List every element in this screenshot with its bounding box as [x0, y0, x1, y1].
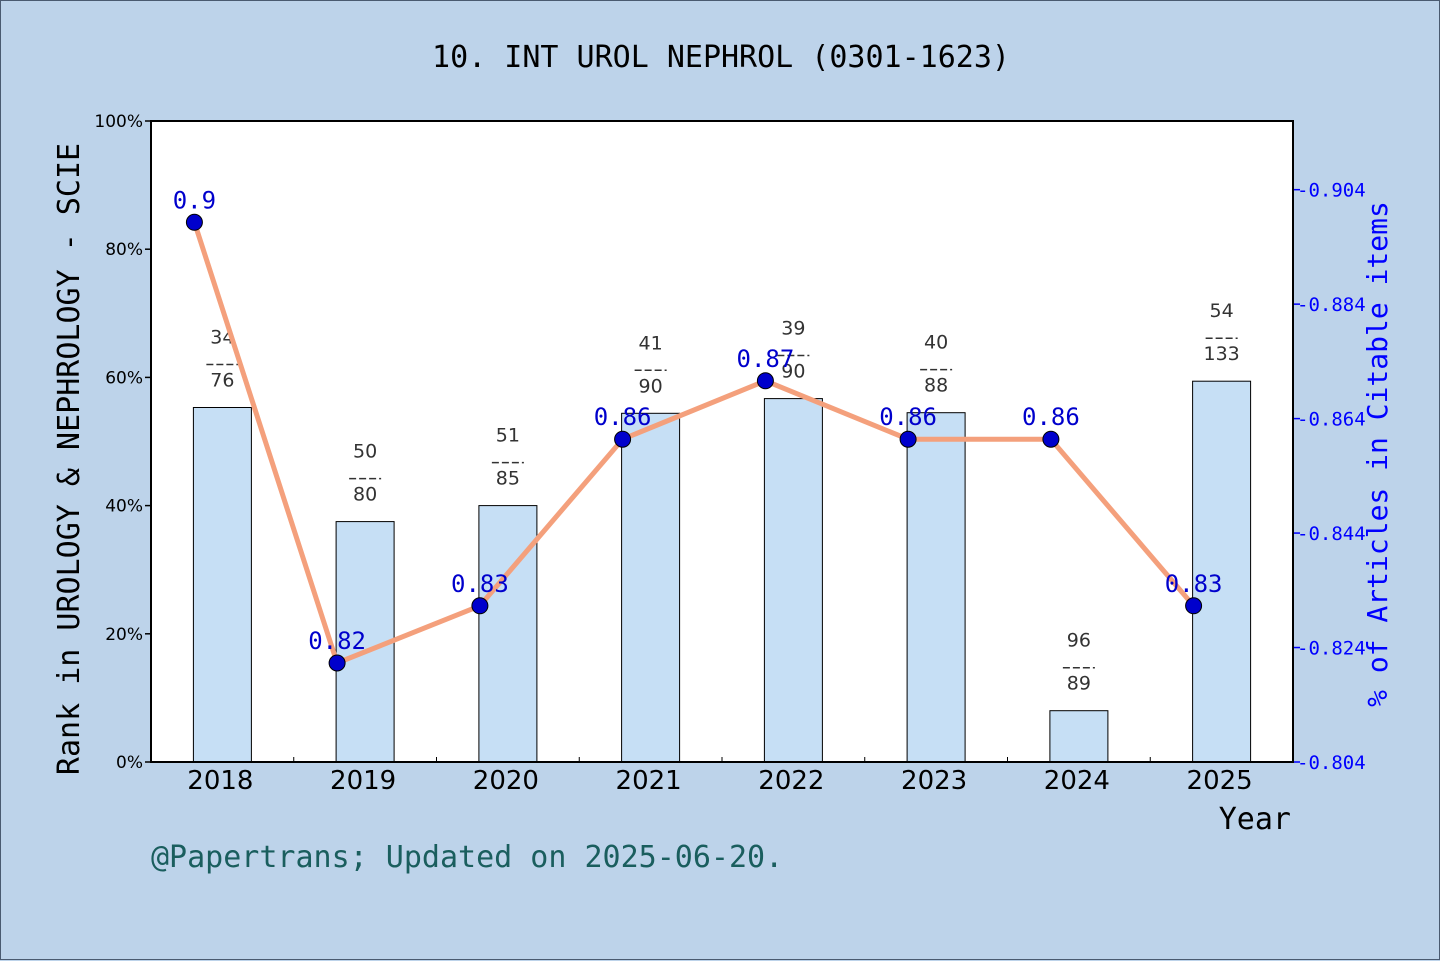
y-tick-label: 80%: [105, 240, 143, 260]
line-value-label: 0.83: [1165, 570, 1223, 598]
line-point-2024: [1042, 430, 1060, 448]
y2-tick-label: -0.904: [1297, 180, 1366, 202]
x-axis-label: Year: [1219, 802, 1291, 837]
bar-2025: [1192, 380, 1252, 763]
line-point-2023: [899, 430, 917, 448]
bar-2021: [621, 412, 681, 763]
x-tick-label: 2022: [758, 766, 824, 796]
plot-border: [150, 120, 1294, 763]
x-tick-label: 2023: [901, 766, 967, 796]
rank-denominator: 80: [353, 484, 377, 506]
chart-title: 10. INT UROL NEPHROL (0301-1623): [432, 40, 1010, 75]
y-tick-label: 0%: [116, 753, 143, 773]
bar-2018: [192, 407, 252, 763]
line-point-2025: [1185, 597, 1203, 615]
x-tick-label: 2025: [1187, 766, 1253, 796]
axes-layer: 0% 20% 40% 60% 80% 100% -0.804 -0.824 -0.844 -0.8…: [94, 112, 1365, 796]
x-tick-label: 2019: [330, 766, 396, 796]
line-series: [192, 221, 1196, 666]
y-tick-label: 40%: [105, 497, 143, 517]
x-tick-label: 2021: [616, 766, 682, 796]
footer-credit: @Papertrans; Updated on 2025-06-20.: [151, 840, 783, 875]
rank-denominator: 90: [781, 361, 805, 383]
line-value-label: 0.86: [594, 403, 652, 431]
x-tick-label: 2020: [473, 766, 539, 796]
y-tick-label: 20%: [105, 625, 143, 645]
rank-numerator: 40: [924, 332, 948, 354]
rank-numerator: 54: [1210, 300, 1234, 322]
y-axis-label: Rank in UROLOGY & NEPHROLOGY - SCIE: [52, 143, 87, 775]
rank-denominator: 133: [1203, 343, 1239, 365]
bar-2024: [1049, 710, 1109, 763]
value-labels-layer: 0.9 0.82 0.83 0.86 0.87 0.86 0.86 0.83: [173, 186, 1223, 655]
line-value-label: 0.83: [451, 570, 509, 598]
line-value-label: 0.9: [173, 186, 216, 214]
rank-denominator: 88: [924, 375, 948, 397]
y2-tick-label: -0.864: [1297, 409, 1366, 431]
line-point-2019: [328, 654, 346, 672]
x-tick-label: 2024: [1044, 766, 1110, 796]
line-point-2018: [185, 213, 203, 231]
rank-denominator: 85: [496, 468, 520, 490]
rank-numerator: 41: [639, 332, 663, 354]
bar-2023: [906, 412, 966, 763]
line-point-2022: [756, 372, 774, 390]
rank-numerator: 51: [496, 425, 520, 447]
bars-layer: [192, 380, 1252, 763]
y-tick-label: 60%: [105, 368, 143, 388]
y-tick-label: 100%: [94, 112, 143, 132]
y2-tick-label: -0.804: [1297, 752, 1366, 774]
line-point-2021: [614, 430, 632, 448]
x-tick-label: 2018: [187, 766, 253, 796]
line-layer: [185, 213, 1203, 672]
rank-numerator: 50: [353, 441, 377, 463]
y2-axis-label: % of Articles in Citable items: [1361, 201, 1394, 707]
bar-2020: [478, 505, 538, 763]
rank-denominator: 76: [210, 370, 234, 392]
rank-numerator: 96: [1067, 630, 1091, 652]
line-value-label: 0.82: [308, 627, 366, 655]
rank-denominator: 89: [1067, 673, 1091, 695]
y2-tick-label: -0.844: [1297, 523, 1366, 545]
y2-tick-label: -0.824: [1297, 638, 1366, 660]
plot-area: [151, 121, 1293, 762]
line-point-2020: [471, 597, 489, 615]
rank-denominator: 90: [639, 375, 663, 397]
bar-2022: [763, 398, 823, 763]
y2-tick-label: -0.884: [1297, 294, 1366, 316]
line-value-label: 0.86: [1022, 403, 1080, 431]
line-value-label: 0.87: [737, 345, 795, 373]
line-value-label: 0.86: [879, 403, 937, 431]
rank-numerator: 39: [781, 318, 805, 340]
